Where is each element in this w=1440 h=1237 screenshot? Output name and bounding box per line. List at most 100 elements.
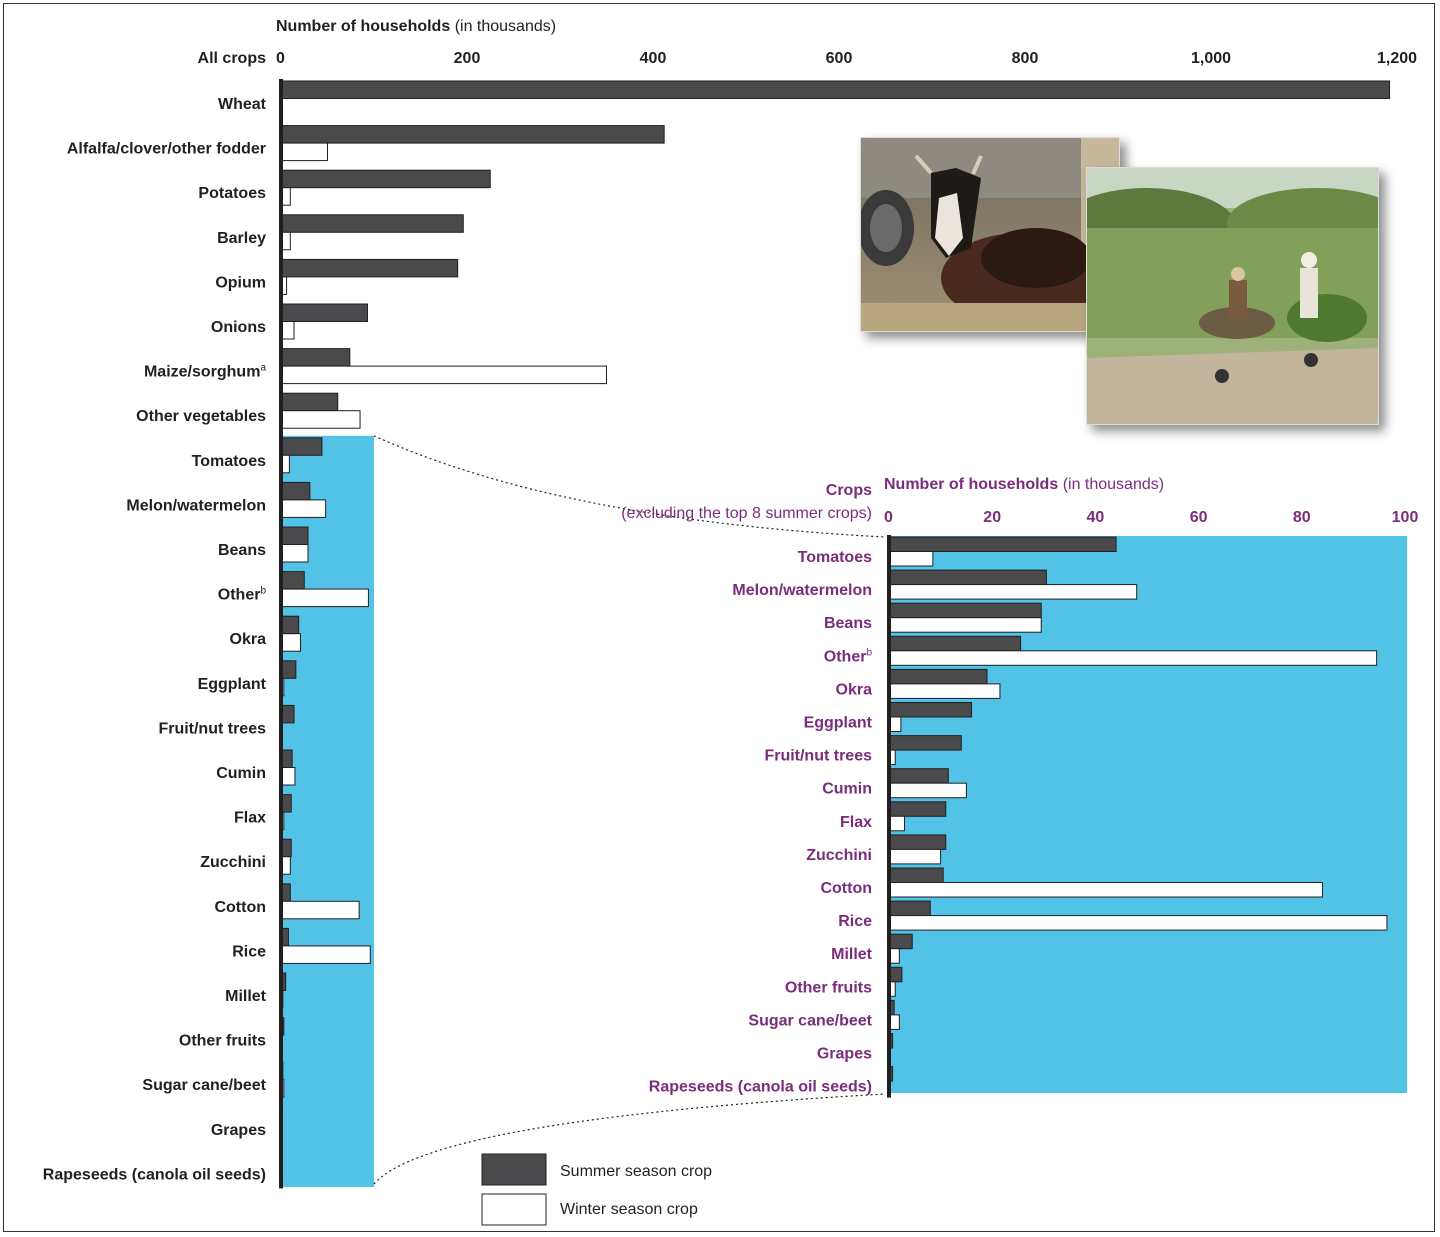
main-bar-summer-eggplant: [280, 660, 297, 679]
figure-frame: [3, 3, 1435, 1232]
inset-category-label-melon-watermelon: Melon/watermelon: [732, 582, 872, 599]
inset-bar-winter-other: [888, 650, 1378, 666]
main-bar-summer-opium: [280, 258, 459, 278]
inset-category-label-rapeseeds-canola-oil-seeds: Rapeseeds (canola oil seeds): [649, 1079, 872, 1096]
inset-category-label-other-fruits: Other fruits: [785, 979, 872, 996]
legend-winter-swatch: [481, 1193, 547, 1226]
inset-bar-summer-cotton: [888, 867, 944, 883]
farmers-wheelbarrows-photo-icon: [1086, 167, 1379, 425]
inset-bar-summer-zucchini: [888, 834, 947, 850]
main-bar-summer-melon-watermelon: [280, 481, 311, 501]
main-category-label-fruit-nut-trees: Fruit/nut trees: [158, 720, 266, 737]
main-category-label-okra: Okra: [230, 631, 267, 648]
inset-bar-winter-rice: [888, 915, 1388, 931]
inset-bar-winter-tomatoes: [888, 551, 934, 567]
inset-bar-summer-fruit-nut-trees: [888, 735, 962, 751]
inset-tick-label-80: 80: [1293, 509, 1311, 526]
inset-bar-winter-cotton: [888, 882, 1323, 898]
main-bar-winter-cumin: [280, 767, 296, 786]
main-bar-winter-other: [280, 588, 369, 608]
main-tick-labels: 0 200 400 600 800 1,000 1,200: [276, 50, 1417, 67]
inset-tick-label-60: 60: [1190, 509, 1208, 526]
inset-category-label-beans: Beans: [824, 615, 872, 632]
main-tick-label-1-000: 1,000: [1191, 50, 1231, 67]
main-bar-winter-maize-sorghum: [280, 365, 607, 385]
main-bar-summer-other-vegetables: [280, 392, 339, 412]
main-category-label-tomatoes: Tomatoes: [192, 453, 266, 470]
main-bar-winter-cotton: [280, 900, 360, 920]
inset-tick-labels: 0 20 40 60 80 100: [884, 509, 1418, 526]
main-category-label-wheat: Wheat: [218, 96, 267, 113]
main-category-label-rapeseeds-canola-oil-seeds: Rapeseeds (canola oil seeds): [43, 1166, 266, 1183]
main-bar-summer-onions: [280, 303, 368, 322]
inset-bar-summer-melon-watermelon: [888, 569, 1047, 586]
inset-bar-winter-melon-watermelon: [888, 584, 1138, 600]
inset-category-label-zucchini: Zucchini: [806, 847, 872, 864]
inset-bar-summer-tomatoes: [888, 536, 1117, 552]
zoom-connectors: [373, 435, 886, 1185]
legend-winter-label: Winter season crop: [560, 1201, 698, 1218]
main-bar-summer-beans: [280, 526, 309, 545]
inset-category-label-eggplant: Eggplant: [804, 715, 873, 732]
inset-category-label-flax: Flax: [840, 814, 872, 831]
main-category-label-grapes: Grapes: [211, 1122, 266, 1139]
main-category-label-eggplant: Eggplant: [198, 676, 267, 693]
inset-category-subheader: (excluding the top 8 summer crops): [621, 505, 872, 522]
inset-tick-label-0: 0: [884, 509, 893, 526]
main-bar-summer-wheat: [280, 80, 1391, 99]
inset-bar-summer-beans: [888, 602, 1042, 619]
legend-summer-label: Summer season crop: [560, 1163, 712, 1180]
inset-bar-winter-beans: [888, 617, 1042, 633]
zoom-connector-top: [373, 435, 886, 538]
inset-tick-label-40: 40: [1087, 509, 1105, 526]
main-tick-label-600: 600: [826, 50, 853, 67]
main-category-label-cumin: Cumin: [216, 765, 266, 782]
inset-category-label-rice: Rice: [838, 913, 872, 930]
inset-tick-label-20: 20: [983, 509, 1001, 526]
legend: Summer season crop Winter season crop: [481, 1153, 712, 1226]
main-tick-label-200: 200: [454, 50, 481, 67]
cow-photo-icon: [860, 137, 1120, 332]
inset-bar-winter-cumin: [888, 782, 967, 799]
zoom-connector-bottom: [373, 1093, 886, 1185]
inset-tick-label-100: 100: [1392, 509, 1419, 526]
inset-bar-winter-okra: [888, 683, 1001, 699]
inset-bars: [888, 536, 1388, 1082]
main-bar-winter-other-vegetables: [280, 410, 361, 429]
inset-category-header: Crops: [826, 482, 872, 499]
main-category-label-other-fruits: Other fruits: [179, 1033, 266, 1050]
main-category-label-zucchini: Zucchini: [200, 854, 266, 871]
inset-category-label-tomatoes: Tomatoes: [798, 549, 872, 566]
main-category-label-rice: Rice: [232, 943, 266, 960]
main-tick-label-0: 0: [276, 50, 285, 67]
main-bar-summer-okra: [280, 615, 300, 635]
main-bar-winter-melon-watermelon: [280, 499, 327, 518]
main-bar-summer-other: [280, 571, 305, 590]
main-category-label-melon-watermelon: Melon/watermelon: [126, 497, 266, 514]
main-category-label-maize-sorghum: Maize/sorghuma: [144, 363, 266, 381]
main-category-label-potatoes: Potatoes: [198, 185, 266, 202]
inset-category-label-fruit-nut-trees: Fruit/nut trees: [764, 748, 872, 765]
main-category-label-cotton: Cotton: [214, 899, 266, 916]
inset-bar-summer-millet: [888, 933, 913, 950]
main-bar-summer-barley: [280, 214, 464, 233]
main-bar-winter-rice: [280, 945, 371, 964]
main-bar-winter-okra: [280, 633, 302, 652]
main-category-label-millet: Millet: [225, 988, 267, 1005]
main-category-label-other-vegetables: Other vegetables: [136, 408, 266, 425]
main-category-labels: Wheat Alfalfa/clover/other fodder Potatoes…: [43, 96, 267, 1183]
main-bar-summer-potatoes: [280, 169, 491, 189]
inset-category-label-cotton: Cotton: [820, 880, 872, 897]
inset-bar-summer-flax: [888, 801, 947, 817]
inset-category-label-other: Otherb: [824, 647, 873, 665]
main-bar-winter-alfalfa-clover-other-fodder: [280, 142, 328, 162]
main-tick-label-400: 400: [640, 50, 667, 67]
main-category-label-beans: Beans: [218, 542, 266, 559]
inset-bar-winter-flax: [888, 815, 905, 832]
inset-bar-winter-zucchini: [888, 848, 942, 865]
inset-axis-title: Number of households (in thousands): [884, 476, 1164, 493]
main-tick-label-1-200: 1,200: [1377, 50, 1417, 67]
main-category-label-flax: Flax: [234, 810, 266, 827]
main-category-label-opium: Opium: [215, 274, 266, 291]
main-category-label-other: Otherb: [218, 586, 267, 604]
